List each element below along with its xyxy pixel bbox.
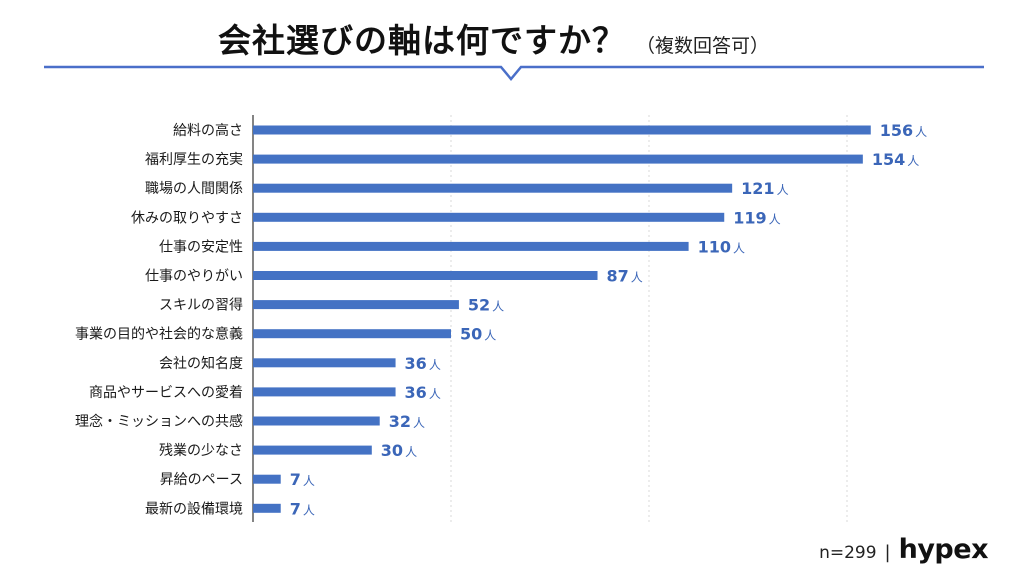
bar [253, 241, 689, 251]
bar [253, 387, 396, 397]
bar [253, 271, 598, 280]
page-title: 会社選びの軸は何ですか？ （複数回答可） [218, 14, 769, 62]
title-underline [44, 65, 984, 81]
value-label: 36 人 [405, 354, 441, 373]
bar [253, 416, 380, 426]
category-label: 仕事のやりがい [145, 269, 243, 285]
value-label: 119 人 [733, 208, 780, 227]
value-label: 87 人 [607, 267, 643, 286]
category-label: 事業の目的や社会的な意義 [75, 326, 243, 343]
value-label: 110 人 [698, 237, 745, 256]
bar [253, 154, 863, 164]
bar [253, 358, 396, 368]
bar [253, 125, 871, 135]
category-label: 職場の人間関係 [145, 181, 243, 197]
bar [253, 300, 459, 310]
bar [253, 474, 281, 484]
value-label: 121 人 [741, 179, 788, 198]
category-label: 会社の知名度 [159, 355, 243, 372]
brand-logo: hypex [898, 534, 989, 565]
grid-lines [450, 115, 848, 522]
bars [253, 125, 871, 513]
category-labels: 給料の高さ福利厚生の充実職場の人間関係休みの取りやすさ仕事の安定性仕事のやりがい… [75, 122, 243, 517]
category-label: スキルの習得 [159, 297, 243, 314]
value-label: 154 人 [872, 150, 919, 169]
value-label: 36 人 [405, 383, 441, 402]
value-label: 32 人 [389, 412, 425, 431]
category-label: 商品やサービスへの愛着 [89, 385, 243, 401]
chart-header: 会社選びの軸は何ですか？ （複数回答可） [0, 0, 1024, 81]
value-label: 52 人 [468, 296, 504, 315]
category-label: 理念・ミッションへの共感 [75, 413, 243, 430]
category-label: 休みの取りやすさ [131, 210, 243, 226]
bar [253, 212, 725, 222]
title-text: 会社選びの軸は何ですか？ [218, 21, 626, 60]
title-underline-pointer [44, 65, 984, 81]
category-label: 最新の設備環境 [145, 501, 243, 517]
page-subtitle: （複数回答可） [636, 35, 770, 57]
category-label: 給料の高さ [173, 122, 243, 139]
bar [253, 183, 733, 193]
footer-separator: | [884, 542, 891, 563]
category-label: 残業の少なさ [159, 443, 243, 459]
value-label: 50 人 [460, 325, 496, 344]
bar [253, 445, 372, 455]
category-label: 仕事の安定性 [159, 239, 243, 255]
value-label: 30 人 [381, 441, 417, 460]
bar [253, 503, 281, 513]
bar [253, 329, 451, 339]
sample-size: n=299 [819, 543, 877, 563]
category-label: 福利厚生の充実 [145, 152, 243, 168]
category-label: 昇給のペース [160, 472, 243, 488]
chart-footer: n=299 | hypex [819, 534, 988, 565]
value-labels: 156 人 154 人 121 人 119 人 110 人 87 人 52 人 50 人 36 人 36 人 32 人 30… [290, 121, 927, 518]
value-label: 156 人 [880, 121, 927, 140]
